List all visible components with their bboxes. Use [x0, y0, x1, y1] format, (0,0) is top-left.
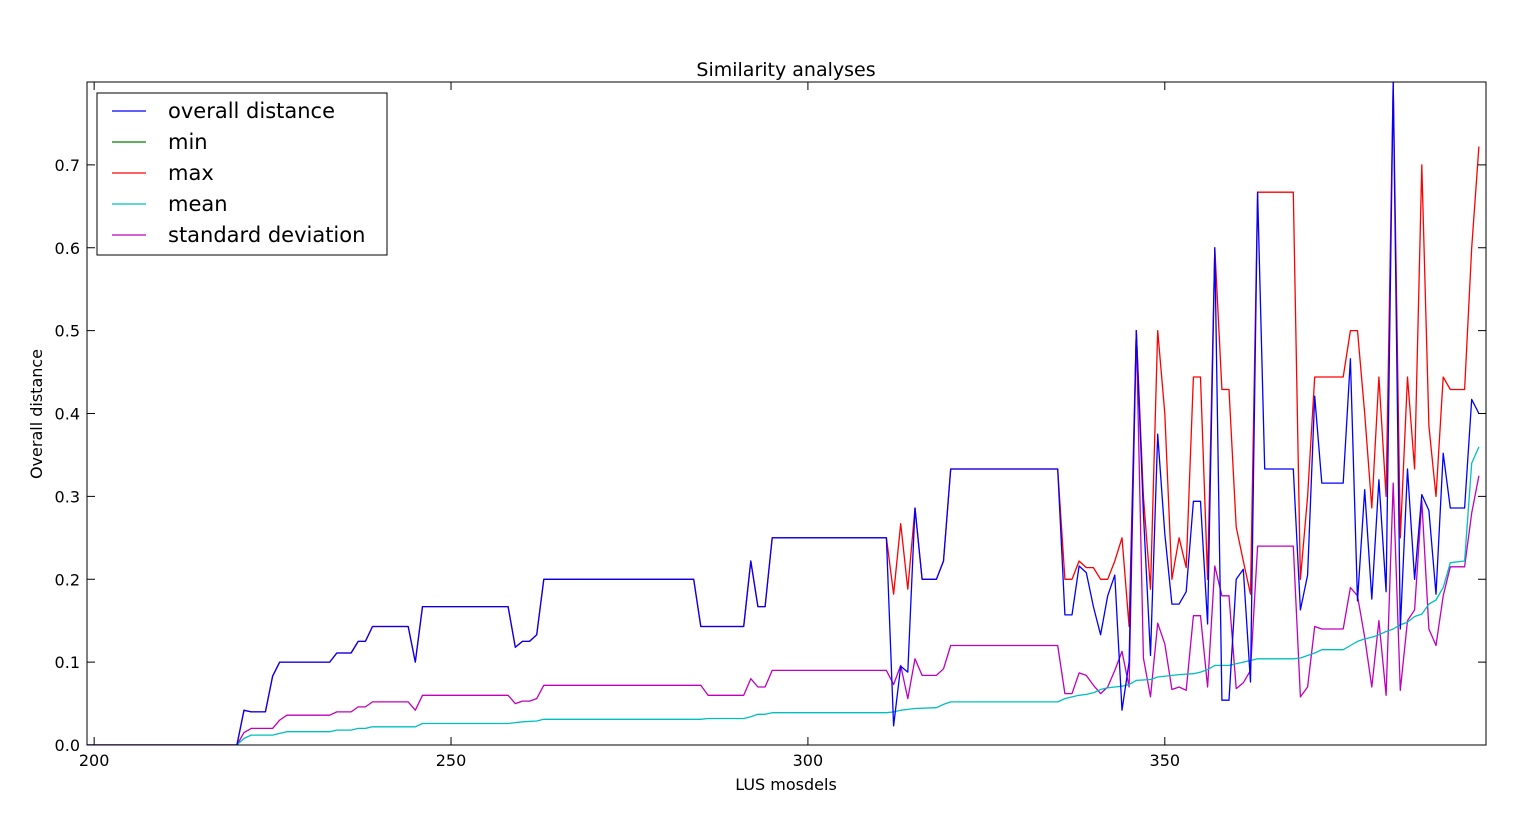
x-tick-label: 200 — [79, 751, 110, 770]
tick-layer: 200 250 300 350 0.0 0.1 0.2 0.3 0.4 0.5 0.6 0.7 — [55, 82, 1486, 770]
legend: overall distance min max mean standard devia… — [96, 92, 388, 256]
series-line-standard-deviation — [87, 329, 1480, 745]
x-tick-label: 300 — [793, 751, 824, 770]
legend-label: max — [168, 161, 214, 185]
legend-items: overall distance min max mean standard devia… — [112, 99, 365, 247]
series-line-overall-distance — [87, 82, 1480, 745]
y-tick-label: 0.3 — [55, 487, 80, 506]
x-tick-label: 250 — [436, 751, 467, 770]
series-layer — [87, 82, 1480, 745]
y-tick-label: 0.0 — [55, 736, 80, 755]
y-tick-label: 0.2 — [55, 570, 80, 589]
legend-label: overall distance — [168, 99, 335, 123]
y-tick-label: 0.6 — [55, 239, 80, 258]
legend-box — [96, 92, 388, 256]
legend-label: min — [168, 130, 208, 154]
plot-frame — [86, 81, 1487, 746]
legend-label: mean — [168, 192, 228, 216]
series-line-mean — [87, 446, 1480, 745]
x-tick-label: 350 — [1150, 751, 1181, 770]
y-tick-label: 0.1 — [55, 653, 80, 672]
y-tick-label: 0.4 — [55, 405, 80, 424]
y-axis-label: Overall distance — [27, 349, 46, 479]
y-tick-label: 0.5 — [55, 322, 80, 341]
y-tick-label: 0.7 — [55, 156, 80, 175]
x-axis-label: LUS mosdels — [735, 775, 837, 794]
chart-title: Similarity analyses — [696, 59, 875, 81]
legend-label: standard deviation — [168, 223, 365, 247]
